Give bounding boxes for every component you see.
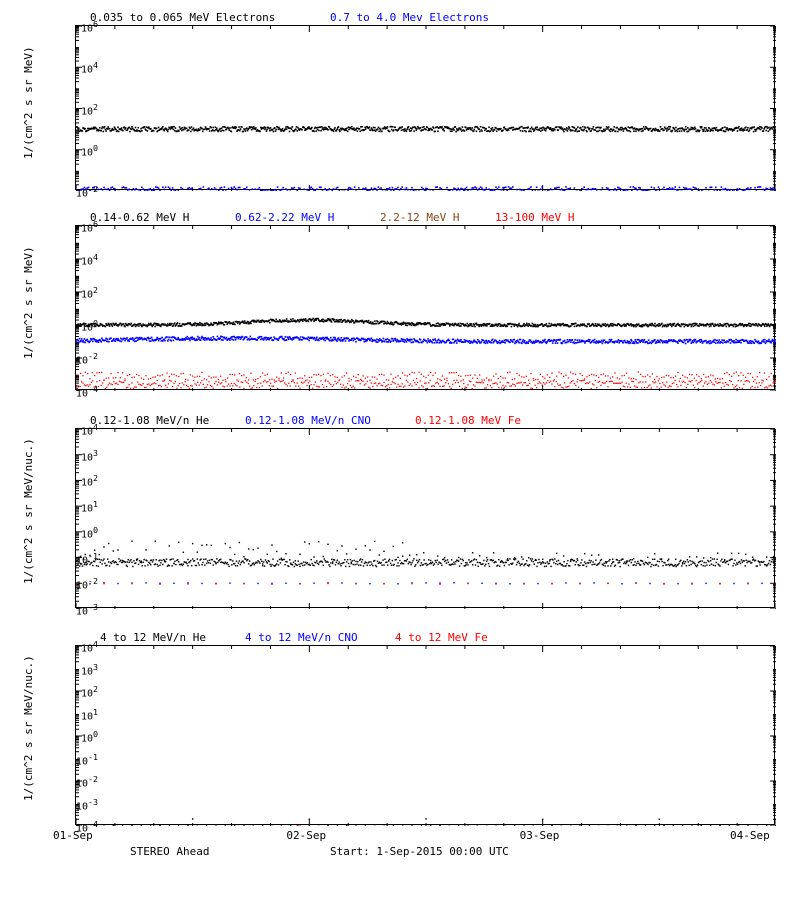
series-title: 0.12-1.08 MeV/n He bbox=[90, 414, 209, 427]
ytick-label: 102 bbox=[81, 473, 98, 488]
footer-center: Start: 1-Sep-2015 00:00 UTC bbox=[330, 845, 509, 858]
ytick-label: 103 bbox=[81, 448, 98, 463]
series-title: 0.14-0.62 MeV H bbox=[90, 211, 189, 224]
series-title: 0.62-2.22 MeV H bbox=[235, 211, 334, 224]
ytick-label: 104 bbox=[81, 639, 98, 654]
ytick-label: 104 bbox=[81, 60, 98, 75]
ytick-label: 102 bbox=[81, 684, 98, 699]
panel-2-svg bbox=[76, 429, 776, 609]
y-axis-label: 1/(cm^2 s sr MeV/nuc.) bbox=[22, 655, 35, 801]
xtick-label: 02-Sep bbox=[286, 829, 326, 842]
panel-3 bbox=[75, 645, 775, 825]
ytick-label: 10-2 bbox=[76, 351, 98, 366]
ytick-label: 102 bbox=[81, 285, 98, 300]
y-axis-label: 1/(cm^2 s sr MeV/nuc.) bbox=[22, 438, 35, 584]
ytick-label: 101 bbox=[81, 499, 98, 514]
series-title: 0.12-1.08 MeV/n CNO bbox=[245, 414, 371, 427]
ytick-label: 10-2 bbox=[76, 184, 98, 199]
series-title: 4 to 12 MeV Fe bbox=[395, 631, 488, 644]
series-title: 4 to 12 MeV/n CNO bbox=[245, 631, 358, 644]
ytick-label: 100 bbox=[81, 318, 98, 333]
panel-1 bbox=[75, 225, 775, 390]
xtick-label: 03-Sep bbox=[520, 829, 560, 842]
ytick-label: 100 bbox=[81, 143, 98, 158]
footer-left: STEREO Ahead bbox=[130, 845, 209, 858]
ytick-label: 103 bbox=[81, 662, 98, 677]
ytick-label: 10-2 bbox=[76, 774, 98, 789]
ytick-label: 104 bbox=[81, 252, 98, 267]
ytick-label: 10-4 bbox=[76, 384, 98, 399]
series-title: 13-100 MeV H bbox=[495, 211, 574, 224]
ytick-label: 10-3 bbox=[76, 797, 98, 812]
ytick-label: 100 bbox=[81, 525, 98, 540]
panel-2 bbox=[75, 428, 775, 608]
ytick-label: 102 bbox=[81, 102, 98, 117]
series-title: 0.12-1.08 MeV Fe bbox=[415, 414, 521, 427]
y-axis-label: 1/(cm^2 s sr MeV) bbox=[22, 246, 35, 359]
series-title: 4 to 12 MeV/n He bbox=[100, 631, 206, 644]
xtick-label: 01-Sep bbox=[53, 829, 93, 842]
series-title: 0.7 to 4.0 Mev Electrons bbox=[330, 11, 489, 24]
y-axis-label: 1/(cm^2 s sr MeV) bbox=[22, 46, 35, 159]
series-title: 0.035 to 0.065 MeV Electrons bbox=[90, 11, 275, 24]
ytick-label: 10-1 bbox=[76, 551, 98, 566]
panel-0 bbox=[75, 25, 775, 190]
panel-3-svg bbox=[76, 646, 776, 826]
series-title: 2.2-12 MeV H bbox=[380, 211, 459, 224]
xtick-label: 04-Sep bbox=[730, 829, 770, 842]
ytick-label: 10-2 bbox=[76, 576, 98, 591]
panel-1-svg bbox=[76, 226, 776, 391]
figure-root: 10-21001021041060.035 to 0.065 MeV Elect… bbox=[0, 0, 800, 900]
ytick-label: 100 bbox=[81, 729, 98, 744]
ytick-label: 101 bbox=[81, 707, 98, 722]
panel-0-svg bbox=[76, 26, 776, 191]
ytick-label: 10-1 bbox=[76, 752, 98, 767]
ytick-label: 10-3 bbox=[76, 602, 98, 617]
